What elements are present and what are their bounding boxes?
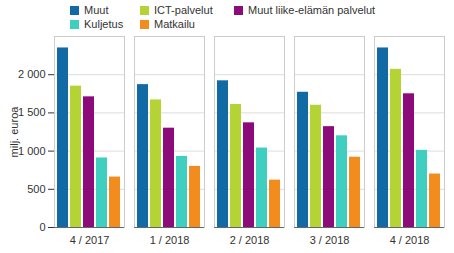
html-text:Muut: Muut xyxy=(84,4,109,16)
svg-text:2 / 2018: 2 / 2018 xyxy=(230,234,270,246)
svg-text:3 / 2018: 3 / 2018 xyxy=(310,234,350,246)
svg-text:1 / 2018: 1 / 2018 xyxy=(150,234,190,246)
svg-text:milj. euroa: milj. euroa xyxy=(8,106,20,158)
svg-text:4 / 2017: 4 / 2017 xyxy=(70,234,110,246)
html-text:Kuljetus: Kuljetus xyxy=(84,18,124,30)
svg-text:4 / 2018: 4 / 2018 xyxy=(390,234,430,246)
svg-text:0: 0 xyxy=(39,221,45,233)
svg-text:1 500: 1 500 xyxy=(18,106,46,118)
svg-text:1 000: 1 000 xyxy=(18,145,46,157)
html-text:Matkailu: Matkailu xyxy=(154,18,195,30)
svg-text:2 000: 2 000 xyxy=(18,68,46,80)
svg-text:500: 500 xyxy=(27,183,45,195)
html-text:ICT-palvelut: ICT-palvelut xyxy=(154,4,213,16)
html-text:Muut liike-elämän palvelut: Muut liike-elämän palvelut xyxy=(248,4,376,16)
